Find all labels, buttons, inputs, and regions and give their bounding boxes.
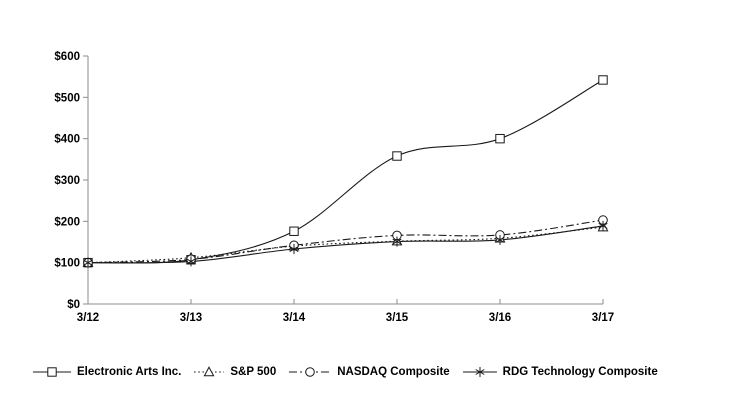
legend-label: NASDAQ Composite (337, 366, 450, 378)
series-line-s-p-500 (87, 226, 604, 264)
y-axis-tick-label: $500 (54, 92, 80, 104)
x-axis-tick-label: 3/12 (77, 312, 99, 324)
asterisk-marker-icon (83, 257, 93, 268)
y-axis-tick-label: $100 (54, 258, 80, 270)
triangle-marker-icon (203, 366, 215, 377)
legend-sample-nasdaq-composite (289, 367, 332, 377)
line-chart-canvas: $0 $100 $200 $300 $400 $500 $600 3/12 3/13 3/14 3/… (54, 51, 614, 324)
square-marker-icon (495, 133, 505, 144)
x-axis-tick-label: 3/13 (180, 312, 202, 324)
legend-item-rdg-technology-composite: RDG Technology Composite (462, 366, 658, 378)
square-marker-icon (598, 75, 608, 85)
legend-label: RDG Technology Composite (502, 366, 658, 378)
y-axis-tick-label: $300 (54, 175, 80, 187)
asterisk-marker-icon (186, 256, 196, 267)
legend-label: Electronic Arts Inc. (77, 366, 182, 378)
legend-sample-s-p-500 (194, 366, 225, 377)
y-axis-tick-label: $400 (54, 134, 80, 146)
legend-item-electronic-arts-inc: Electronic Arts Inc. (33, 366, 181, 378)
square-marker-icon (289, 226, 299, 236)
x-axis-tick-label: 3/17 (592, 312, 614, 324)
legend-item-s-p-500: S&P 500 (194, 366, 276, 378)
y-axis-tick-label: $600 (54, 51, 80, 63)
asterisk-marker-icon (289, 244, 299, 255)
square-marker-icon (47, 367, 57, 377)
asterisk-marker-icon (495, 234, 505, 245)
series-markers-rdg-technology-composite (83, 220, 608, 268)
asterisk-marker-icon (475, 367, 485, 377)
legend-sample-electronic-arts-inc (33, 367, 71, 377)
circle-marker-icon (305, 367, 316, 377)
x-axis-tick-label: 3/16 (489, 312, 511, 324)
y-axis-tick-label: $0 (67, 299, 80, 311)
x-axis-tick-label: 3/15 (386, 312, 409, 324)
legend-item-nasdaq-composite: NASDAQ Composite (289, 366, 450, 378)
chart-legend: Electronic Arts Inc. S&P 500 NASDAQ Compos… (33, 366, 658, 378)
series-markers-electronic-arts-inc (83, 75, 608, 268)
x-axis-tick-label: 3/14 (283, 312, 306, 324)
series-line-electronic-arts-inc (87, 79, 604, 264)
square-marker-icon (392, 151, 402, 161)
series-markers-nasdaq-composite (83, 215, 608, 268)
asterisk-marker-icon (392, 236, 402, 247)
asterisk-marker-icon (598, 220, 608, 231)
series-line-rdg-technology-composite (87, 225, 604, 264)
y-axis-tick-label: $200 (54, 216, 80, 228)
legend-label: S&P 500 (230, 366, 277, 378)
legend-sample-rdg-technology-composite (462, 367, 497, 377)
series-line-nasdaq-composite (87, 219, 604, 264)
